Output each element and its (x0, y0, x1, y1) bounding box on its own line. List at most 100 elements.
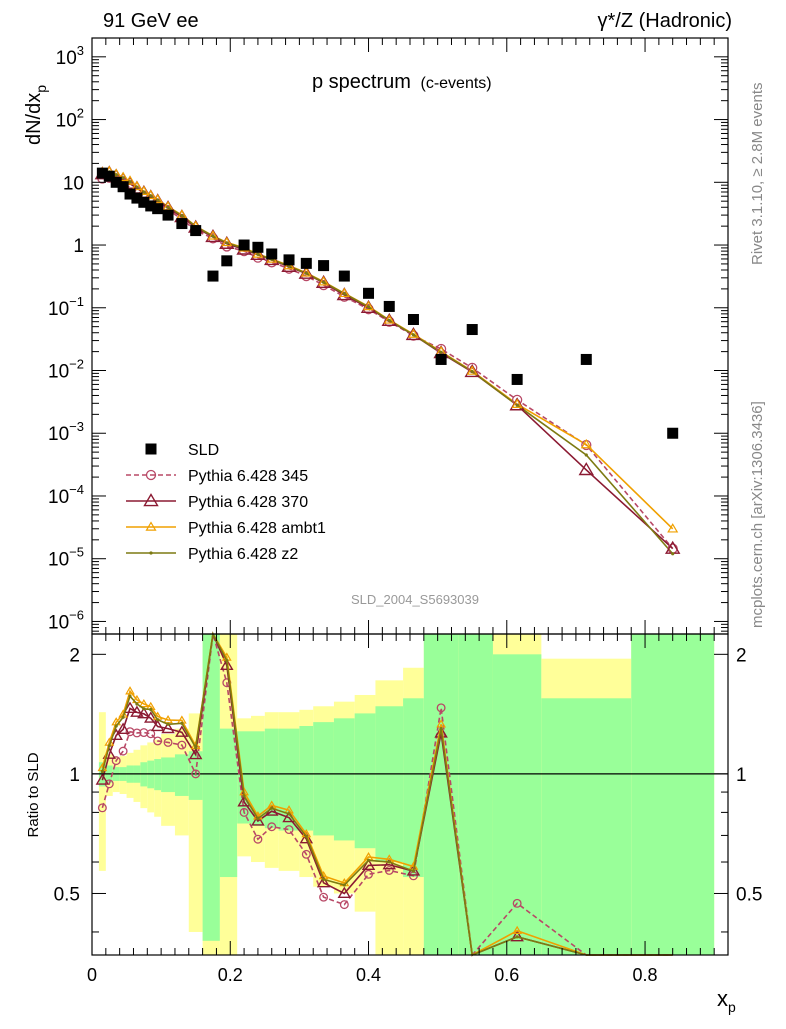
data-point-7 (145, 200, 157, 212)
ratio-point-1-18 (299, 831, 314, 844)
ratio-point-3-13 (225, 658, 229, 663)
band-inner-20 (333, 718, 355, 841)
main-point-3-23 (411, 333, 416, 337)
ratio-point-3-7 (149, 707, 153, 712)
ratio-point-3-17 (287, 812, 291, 816)
band-inner-13 (219, 728, 238, 878)
band-inner-28 (631, 634, 715, 955)
band-inner-21 (354, 713, 376, 849)
main-point-2-6 (138, 185, 150, 195)
data-point-17 (283, 254, 295, 266)
ratio-point-1-11 (188, 747, 203, 760)
main-point-2-7 (145, 189, 157, 200)
ratio-point-3-11 (194, 745, 198, 750)
data-point-15 (252, 241, 264, 253)
main-point-3-9 (166, 205, 170, 209)
main-point-3-15 (256, 252, 260, 256)
ratio-point-1-9 (161, 721, 175, 734)
ratio-point-3-4 (128, 694, 132, 698)
ratio-tick-label-right: 0.5 (736, 884, 762, 905)
legend-label-2: Pythia 6.428 370 (188, 494, 308, 511)
data-point-19 (318, 260, 330, 272)
data-point-10 (176, 218, 188, 230)
main-point-1-23 (405, 326, 422, 341)
band-inner-27 (541, 698, 632, 955)
ratio-point-3-24 (439, 727, 443, 731)
ratio-tick-label-left: 1 (69, 765, 80, 786)
ratio-point-0-7 (146, 729, 156, 739)
legend-marker-2 (143, 493, 159, 507)
main-point-2-27 (580, 438, 592, 449)
ratio-point-1-5 (130, 705, 144, 717)
data-point-9 (162, 209, 174, 221)
data-point-1 (103, 170, 115, 182)
data-point-23 (407, 314, 419, 326)
ratio-point-3-16 (270, 806, 274, 810)
ratio-lines (92, 631, 728, 957)
data-point-27 (580, 353, 592, 365)
main-point-1-27 (578, 462, 595, 476)
ratio-point-0-17 (284, 825, 294, 835)
ratio-tick-label-right: 1 (736, 765, 747, 786)
header-left: 91 GeV ee (103, 10, 199, 32)
ratio-point-1-8 (150, 719, 165, 732)
ratio-point-2-4 (125, 686, 135, 695)
main-point-3-22 (387, 318, 391, 322)
main-point-2-25 (466, 365, 478, 375)
main-point-2-21 (362, 300, 375, 311)
band-inner-18 (299, 725, 314, 831)
data-point-22 (383, 300, 395, 312)
mcplots-side-label: mcplots.cern.ch [arXiv:1306.3436] (749, 401, 766, 628)
ratio-point-0-8 (153, 736, 163, 746)
ratio-point-0-21 (364, 869, 373, 879)
main-point-2-4 (124, 175, 136, 185)
band-inner-19 (313, 722, 334, 836)
main-point-3-28 (671, 552, 675, 556)
ratio-point-0-2 (111, 756, 121, 766)
band-inner-12 (202, 634, 220, 941)
data-point-25 (466, 324, 478, 336)
main-point-3-6 (142, 190, 146, 194)
main-point-2-13 (221, 236, 233, 247)
x-tick-label: 0.8 (633, 965, 658, 985)
main-point-2-5 (131, 180, 143, 191)
rivet-side-label: Rivet 3.1.10, ≥ 2.8M events (749, 83, 766, 266)
ratio-point-0-16 (267, 822, 277, 832)
legend: SLD Pythia 6.428 345 Pythia 6.428 370 Pythi… (126, 442, 326, 563)
ratio-point-1-0 (95, 773, 110, 785)
plot-title: p spectrum (c-events) (312, 71, 492, 93)
main-point-3-17 (287, 264, 291, 268)
y-tick-label: 10−5 (48, 545, 84, 571)
main-point-2-28 (667, 523, 679, 533)
ratio-point-2-24 (436, 719, 446, 728)
data-point-11 (190, 225, 202, 237)
ratio-point-1-10 (175, 725, 189, 737)
ratio-point-1-19 (316, 875, 331, 888)
ratio-point-3-26 (515, 935, 519, 939)
data-point-21 (363, 287, 375, 299)
ratio-point-3-8 (156, 718, 160, 722)
main-point-2-18 (300, 267, 312, 277)
main-point-3-21 (366, 305, 371, 309)
main-point-3-2 (114, 173, 118, 177)
main-point-2-20 (338, 287, 350, 298)
ratio-axis-label: Ratio to SLD (25, 752, 42, 837)
main-point-2-19 (318, 276, 330, 286)
x-tick-label: 0 (87, 965, 97, 985)
band-inner-15 (251, 731, 265, 826)
data-point-5 (131, 192, 143, 204)
ratio-point-2-26 (512, 925, 523, 935)
y-tick-label: 10−6 (48, 607, 84, 633)
data-point-12 (207, 270, 219, 282)
data-point-16 (266, 248, 278, 260)
analysis-id: SLD_2004_S5693039 (351, 592, 479, 607)
ratio-point-1-6 (137, 706, 151, 719)
ticks: 0 0.2 0.4 0.6 0.810310210110−110−210−310−410… (48, 38, 762, 985)
ratio-point-3-19 (321, 877, 326, 881)
band-inner-8 (154, 759, 162, 791)
ratio-point-0-10 (177, 740, 187, 750)
legend-marker-3 (145, 521, 157, 531)
x-axis-label-main: x (717, 986, 728, 1011)
main-point-1-18 (298, 265, 315, 279)
